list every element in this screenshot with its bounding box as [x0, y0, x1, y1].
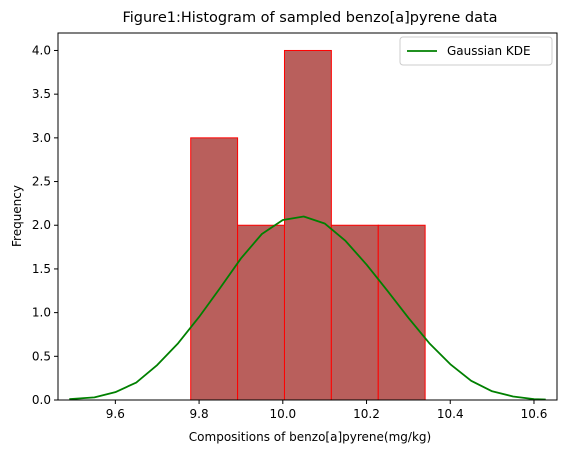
y-tick-label: 3.0 — [32, 131, 51, 145]
y-tick-label: 4.0 — [32, 43, 51, 57]
chart-title: Figure1:Histogram of sampled benzo[a]pyr… — [122, 10, 497, 26]
y-axis-label: Frequency — [10, 185, 24, 247]
legend-box — [399, 36, 553, 66]
x-tick-label: 10.6 — [521, 407, 548, 421]
histogram-bar-3 — [283, 49, 332, 401]
histogram-bar-5 — [377, 224, 426, 401]
x-tick-label: 10.4 — [437, 407, 464, 421]
bars-layer — [190, 49, 426, 401]
legend: Gaussian KDE — [399, 36, 553, 66]
y-axis-ticks: 0.0 0.5 1.0 1.5 2.0 2.5 3.0 3.5 4.0 — [32, 43, 58, 407]
histogram-bar-4 — [330, 224, 379, 401]
plot-area-frame — [57, 32, 558, 401]
y-tick-label: 1.5 — [32, 262, 51, 276]
legend-kde-label: Gaussian KDE — [447, 44, 531, 58]
histogram-bar-1 — [190, 137, 239, 401]
x-axis-label: Compositions of benzo[a]pyrene(mg/kg) — [189, 430, 431, 444]
y-tick-label: 2.0 — [32, 218, 51, 232]
x-tick-label: 10.2 — [353, 407, 380, 421]
kde-layer — [69, 215, 546, 401]
y-tick-label: 2.5 — [32, 175, 51, 189]
histogram-bar-2 — [237, 224, 285, 401]
x-axis-ticks: 9.6 9.8 10.0 10.2 10.4 10.6 — [106, 400, 548, 421]
y-tick-label: 3.5 — [32, 87, 51, 101]
kde-line — [69, 215, 546, 401]
y-tick-label: 0.5 — [32, 349, 51, 363]
y-tick-label: 0.0 — [32, 393, 51, 407]
x-tick-label: 9.8 — [190, 407, 209, 421]
x-tick-label: 9.6 — [106, 407, 125, 421]
y-tick-label: 1.0 — [32, 306, 51, 320]
x-tick-label: 10.0 — [269, 407, 296, 421]
